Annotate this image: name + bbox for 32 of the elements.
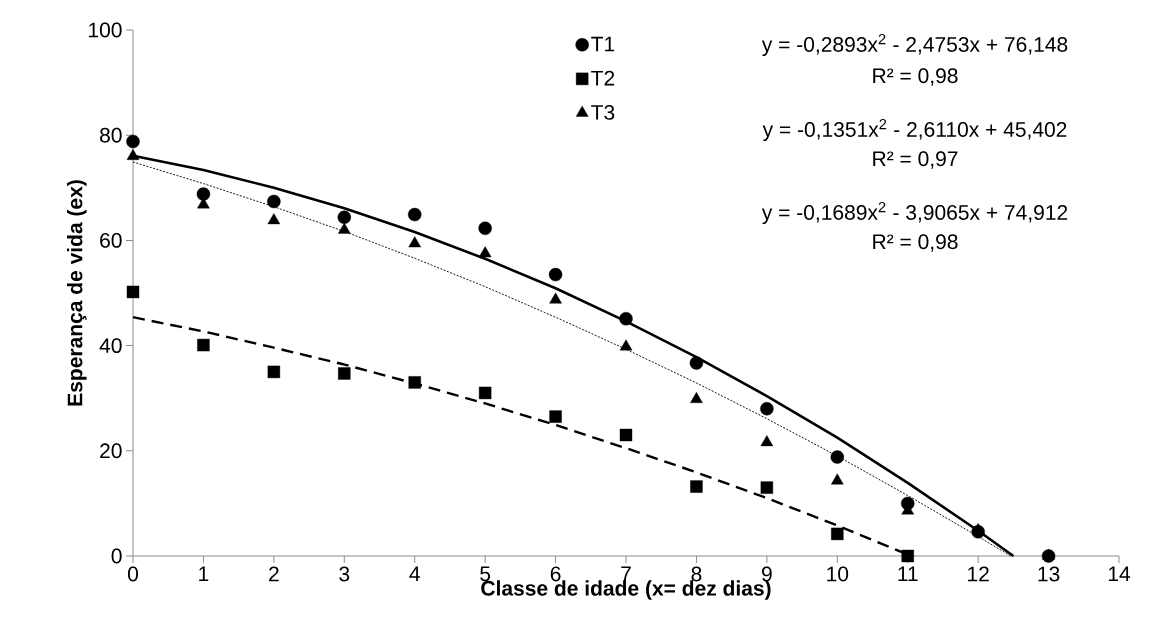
x-tick-label: 8	[691, 566, 702, 582]
y-tick-label: 80	[100, 127, 122, 143]
x-tick-label: 3	[339, 566, 350, 582]
annotation: y = -0,1351x$^{2}$ - 2,6110x + 45,402	[762, 118, 1067, 142]
x-tick-label: 5	[480, 566, 491, 582]
y-tick-label: 20	[100, 443, 122, 459]
y-tick-label: 60	[100, 232, 122, 248]
annotation: R² = 0,98	[873, 68, 958, 86]
annotation: y = -0,1689x$^{2}$ - 3,9065x + 74,912	[761, 201, 1068, 225]
legend-label: T3	[591, 104, 615, 120]
x-tick-label: 1	[199, 566, 209, 581]
x-tick-label: 6	[550, 566, 561, 582]
x-tick-label: 12	[968, 566, 989, 582]
x-tick-label: 14	[1108, 566, 1131, 581]
x-tick-label: 2	[269, 566, 279, 582]
annotation: R² = 0,97	[873, 151, 958, 169]
x-tick-label: 4	[409, 566, 420, 581]
annotation: R² = 0,98	[873, 234, 958, 252]
x-tick-label: 11	[898, 566, 918, 581]
x-tick-label: 7	[621, 566, 631, 581]
x-tick-label: 0	[127, 566, 139, 582]
y-tick-label: 0	[111, 548, 122, 564]
x-axis-title: Classe de idade (x= dez dias)	[481, 580, 771, 600]
x-tick-label: 9	[762, 566, 772, 582]
y-tick-label: 40	[99, 338, 122, 354]
x-tick-label: 13	[1038, 566, 1060, 582]
annotation: y = -0,2893x$^{2}$ - 2,4753x + 76,148	[761, 33, 1068, 57]
legend-label: T2	[591, 70, 615, 86]
legend-label: T1	[591, 36, 615, 52]
y-tick-label: 100	[89, 22, 122, 38]
y-axis-title: Esperança de vida (ex)	[66, 180, 87, 406]
x-tick-label: 10	[827, 566, 849, 582]
